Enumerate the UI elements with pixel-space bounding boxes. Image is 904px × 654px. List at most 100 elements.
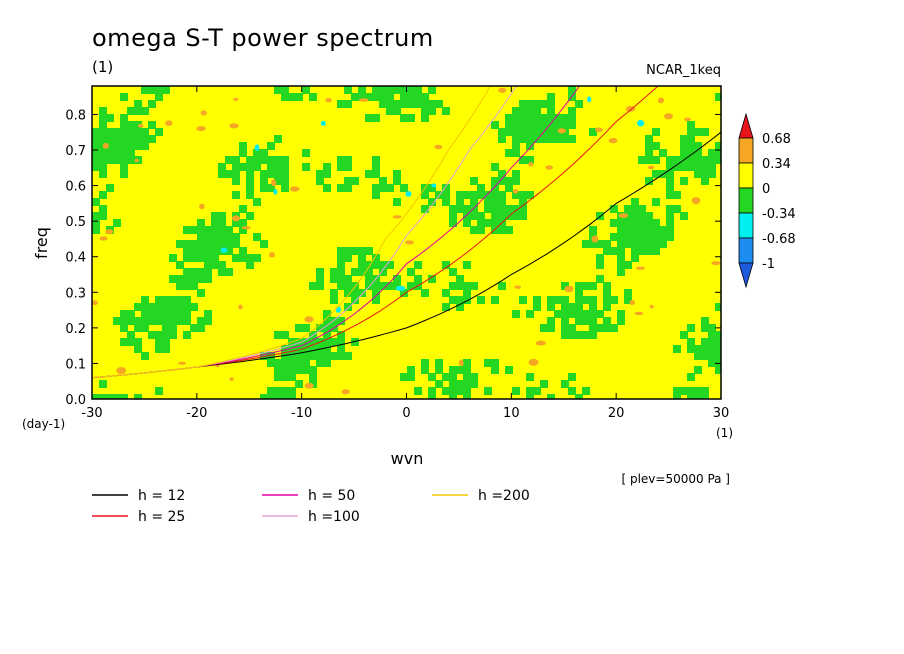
field-cell xyxy=(708,359,716,367)
field-cell xyxy=(323,345,331,353)
field-cell xyxy=(239,219,247,227)
field-cell xyxy=(519,205,527,213)
field-blob-cyan xyxy=(395,285,406,291)
field-cell xyxy=(302,359,310,367)
field-cell xyxy=(183,275,191,283)
field-cell xyxy=(141,128,149,136)
field-cell xyxy=(99,163,107,171)
field-cell xyxy=(267,170,275,178)
field-cell xyxy=(568,121,576,129)
field-cell xyxy=(302,366,310,374)
field-cell xyxy=(505,128,513,136)
field-cell xyxy=(386,100,394,108)
field-cell xyxy=(155,128,163,136)
field-cell xyxy=(582,282,590,290)
field-cell xyxy=(316,170,324,178)
field-cell xyxy=(267,163,275,171)
field-cell xyxy=(666,163,674,171)
field-cell xyxy=(519,107,527,115)
field-cell xyxy=(372,289,380,297)
field-cell xyxy=(498,282,506,290)
field-cell xyxy=(407,114,415,122)
field-blob-cyan xyxy=(637,120,645,127)
field-cell xyxy=(134,324,142,332)
field-cell xyxy=(169,254,177,262)
field-cell xyxy=(120,317,128,325)
field-cell xyxy=(386,261,394,269)
field-cell xyxy=(379,268,387,276)
field-cell xyxy=(624,233,632,241)
x-tick-label: -30 xyxy=(81,406,102,421)
field-cell xyxy=(673,163,681,171)
field-cell xyxy=(176,282,184,290)
field-cell xyxy=(351,177,359,185)
field-cell xyxy=(624,205,632,213)
field-cell xyxy=(442,373,450,381)
field-cell xyxy=(127,317,135,325)
field-cell xyxy=(624,296,632,304)
field-cell xyxy=(316,324,324,332)
field-cell xyxy=(155,86,163,94)
field-cell xyxy=(351,93,359,101)
field-cell xyxy=(498,135,506,143)
field-cell xyxy=(218,163,226,171)
field-cell xyxy=(365,282,373,290)
field-cell xyxy=(652,233,660,241)
field-cell xyxy=(155,331,163,339)
field-blob-orange xyxy=(99,236,108,241)
field-cell xyxy=(330,296,338,304)
field-cell xyxy=(113,156,121,164)
field-cell xyxy=(211,261,219,269)
field-cell xyxy=(281,352,289,360)
field-blob-orange xyxy=(271,179,277,187)
field-cell xyxy=(449,268,457,276)
field-cell xyxy=(386,282,394,290)
field-cell xyxy=(512,121,520,129)
field-cell xyxy=(204,247,212,255)
field-cell xyxy=(274,86,282,94)
field-cell xyxy=(610,324,618,332)
field-cell xyxy=(512,205,520,213)
field-cell xyxy=(176,261,184,269)
field-cell xyxy=(463,296,471,304)
field-cell xyxy=(470,198,478,206)
field-cell xyxy=(673,345,681,353)
field-cell xyxy=(274,177,282,185)
field-cell xyxy=(687,135,695,143)
field-cell xyxy=(120,310,128,318)
field-cell xyxy=(666,184,674,192)
field-cell xyxy=(120,394,128,399)
field-cell xyxy=(246,170,254,178)
field-cell xyxy=(414,387,422,395)
field-cell xyxy=(694,352,702,360)
field-cell xyxy=(204,310,212,318)
field-cell xyxy=(708,352,716,360)
colorbar-box xyxy=(738,162,754,189)
field-cell xyxy=(512,135,520,143)
field-blob-orange xyxy=(116,367,126,374)
field-cell xyxy=(463,282,471,290)
field-cell xyxy=(344,177,352,185)
field-cell xyxy=(701,177,709,185)
field-cell xyxy=(617,310,625,318)
field-cell xyxy=(414,261,422,269)
field-cell xyxy=(547,128,555,136)
field-cell xyxy=(603,324,611,332)
field-cell xyxy=(120,121,128,129)
field-cell xyxy=(204,261,212,269)
field-cell xyxy=(687,128,695,136)
field-cell xyxy=(162,303,170,311)
field-cell xyxy=(491,226,499,234)
field-cell xyxy=(596,240,604,248)
field-cell xyxy=(477,191,485,199)
field-cell xyxy=(526,128,534,136)
field-cell xyxy=(687,121,695,129)
field-cell xyxy=(617,254,625,262)
field-cell xyxy=(631,233,639,241)
field-cell xyxy=(274,135,282,143)
field-cell xyxy=(596,324,604,332)
field-cell xyxy=(372,156,380,164)
field-cell xyxy=(288,345,296,353)
field-blob-orange xyxy=(528,162,534,167)
field-cell xyxy=(113,149,121,157)
